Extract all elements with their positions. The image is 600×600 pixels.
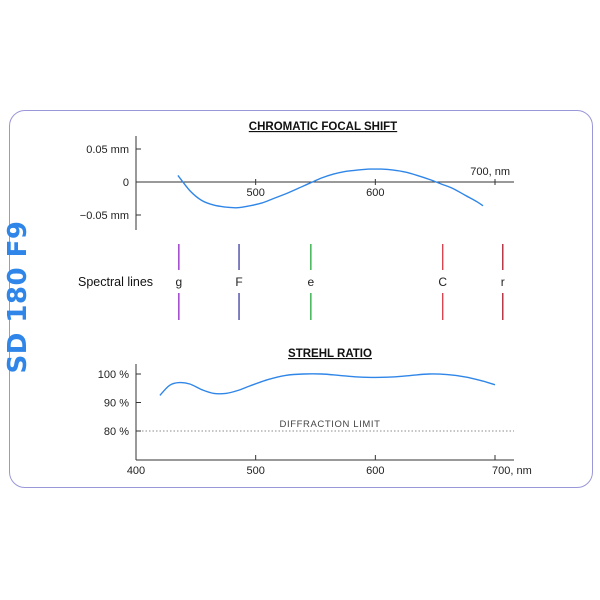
spectral-line-label: C: [438, 275, 447, 289]
focal-shift-curve: [177, 168, 484, 209]
x-tick-label: 600: [366, 187, 384, 199]
y-tick-label: −0.05 mm: [80, 210, 129, 222]
y-tick-label: 100 %: [98, 369, 129, 381]
x-tick-label: 700, nm: [492, 465, 532, 477]
diffraction-limit-label: DIFFRACTION LIMIT: [280, 419, 381, 430]
chart-frame: [9, 110, 593, 488]
y-tick-label: 90 %: [104, 398, 129, 410]
x-axis-unit-label: 700, nm: [470, 166, 510, 178]
strehl-ratio-curve: [159, 373, 496, 396]
x-tick-label: 500: [246, 187, 264, 199]
x-tick-label: 600: [366, 465, 384, 477]
spectral-line-label: r: [501, 275, 505, 289]
spectral-lines-label: Spectral lines: [78, 275, 153, 289]
chart-title: STREHL RATIO: [288, 348, 372, 360]
y-tick-label: 0.05 mm: [86, 144, 129, 156]
strehl-ratio-chart: STREHL RATIO DIFFRACTION LIMIT 100 % 90 %…: [98, 348, 532, 477]
chart-title: CHROMATIC FOCAL SHIFT: [249, 121, 397, 133]
x-tick-label: 400: [127, 465, 145, 477]
y-tick-label: 0: [123, 177, 129, 189]
spectral-line-label: g: [175, 275, 182, 289]
chromatic-focal-shift-chart: CHROMATIC FOCAL SHIFT 0.05 mm 0 −0.05 mm 5…: [80, 121, 514, 230]
spectral-line-label: F: [235, 275, 242, 289]
x-tick-label: 500: [246, 465, 264, 477]
y-tick-label: 80 %: [104, 426, 129, 438]
spectral-line-label: e: [307, 275, 314, 289]
